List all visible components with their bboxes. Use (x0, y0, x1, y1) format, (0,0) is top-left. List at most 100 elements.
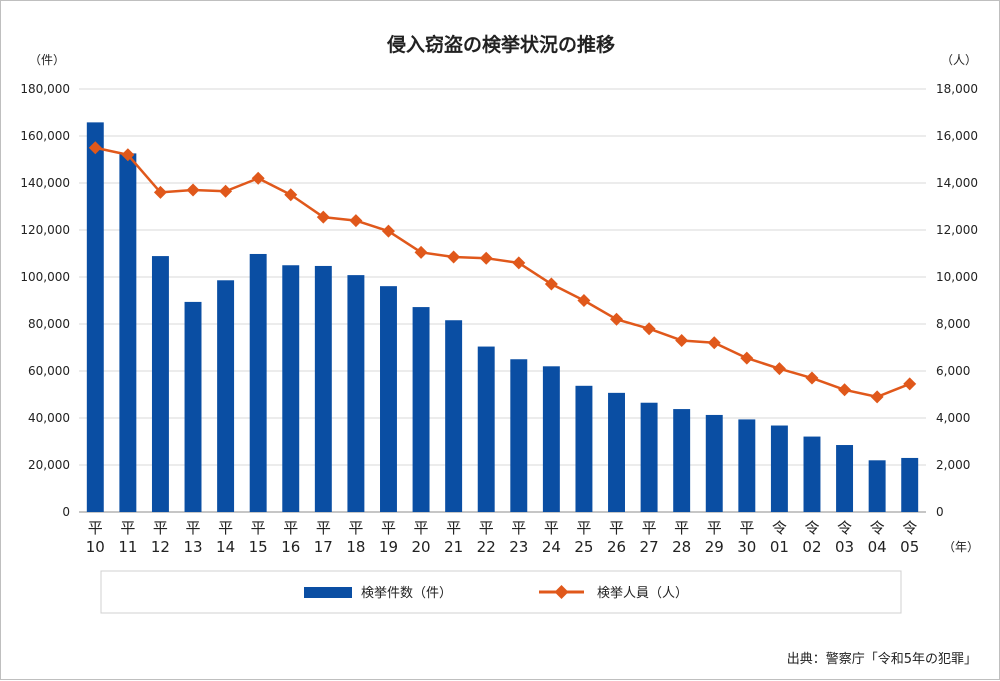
bar (705, 414, 723, 512)
right-tick-label: 14,000 (936, 176, 978, 190)
line-point (479, 251, 493, 265)
category-label-era: 平 (283, 519, 298, 537)
category-label-era: 令 (772, 519, 787, 537)
category-label-year: 30 (737, 538, 756, 556)
category-label-year: 02 (802, 538, 821, 556)
legend-line-label: 検挙人員（人） (597, 586, 688, 601)
category-label-year: 15 (249, 538, 268, 556)
line-point (381, 224, 395, 238)
line-point (186, 183, 200, 197)
category-label-era: 平 (739, 519, 754, 537)
category-label-year: 27 (640, 538, 659, 556)
line-point (447, 250, 461, 264)
category-label-era: 平 (707, 519, 722, 537)
bar (151, 256, 169, 512)
bar (608, 392, 625, 512)
line-point (219, 184, 233, 198)
category-label-year: 12 (151, 538, 170, 556)
legend-bar-label: 検挙件数（件） (361, 586, 452, 601)
right-tick-label: 4,000 (936, 411, 970, 425)
category-label-year: 05 (900, 538, 919, 556)
bar (673, 409, 691, 512)
category-label-year: 23 (509, 538, 528, 556)
line-point (642, 322, 656, 336)
left-tick-label: 60,000 (28, 364, 70, 378)
right-tick-label: 2,000 (936, 458, 970, 472)
category-label-era: 平 (316, 519, 331, 537)
line-point (805, 371, 819, 385)
category-label-year: 14 (216, 538, 235, 556)
category-label-era: 令 (870, 519, 885, 537)
left-tick-label: 180,000 (20, 82, 70, 96)
category-label-era: 平 (674, 519, 689, 537)
bar (803, 436, 821, 512)
right-tick-label: 8,000 (936, 317, 970, 331)
category-label-year: 26 (607, 538, 626, 556)
left-axis-unit: （件） (29, 53, 65, 67)
legend-box (100, 570, 902, 614)
line-point (903, 377, 917, 391)
bar (770, 425, 788, 512)
legend-line-marker (554, 585, 569, 599)
category-label-year: 13 (183, 538, 202, 556)
line-point (707, 336, 721, 350)
right-tick-label: 12,000 (936, 223, 978, 237)
bar-series-count (86, 122, 919, 513)
line-point (251, 171, 265, 185)
right-axis-unit: （人） (941, 53, 977, 67)
x-axis-unit: （年） (943, 540, 979, 554)
category-label-era: 平 (479, 519, 494, 537)
line-point (153, 185, 167, 199)
left-tick-label: 120,000 (20, 223, 70, 237)
left-axis-ticks: 0 20,000 40,000 60,000 80,000 100,000 120,000 1… (20, 82, 70, 519)
line-point (740, 351, 754, 365)
category-label-era: 平 (218, 519, 233, 537)
bar (249, 253, 267, 512)
bar (445, 320, 463, 512)
category-label-era: 平 (544, 519, 559, 537)
line-point (544, 277, 558, 291)
bar (217, 280, 235, 512)
category-label-year: 22 (477, 538, 496, 556)
right-axis-ticks: 0 2,000 4,000 6,000 8,000 10,000 12,000 14,000 1… (936, 82, 978, 519)
bar (380, 286, 397, 512)
category-label-year: 28 (672, 538, 691, 556)
category-label-era: 平 (414, 519, 429, 537)
category-label-year: 11 (118, 538, 137, 556)
category-label-era: 平 (446, 519, 461, 537)
bar (347, 275, 365, 512)
line-point (838, 383, 852, 397)
category-label-era: 平 (576, 519, 591, 537)
category-label-year: 16 (281, 538, 300, 556)
bar (575, 385, 593, 512)
left-tick-label: 160,000 (20, 129, 70, 143)
bar (510, 359, 528, 512)
right-tick-label: 6,000 (936, 364, 970, 378)
left-tick-label: 40,000 (28, 411, 70, 425)
bar (738, 419, 756, 512)
line-point (121, 148, 135, 162)
category-label-year: 21 (444, 538, 463, 556)
category-label-era: 令 (804, 519, 819, 537)
line-point (88, 141, 102, 155)
category-label-era: 平 (186, 519, 201, 537)
line-point (316, 210, 330, 224)
category-label-era: 平 (511, 519, 526, 537)
category-label-era: 平 (609, 519, 624, 537)
bar (542, 366, 560, 512)
left-tick-label: 140,000 (20, 176, 70, 190)
category-label-era: 平 (642, 519, 657, 537)
category-label-year: 25 (574, 538, 593, 556)
category-label-year: 01 (770, 538, 789, 556)
line-point (772, 362, 786, 376)
category-label-era: 平 (120, 519, 135, 537)
category-label-era: 平 (348, 519, 363, 537)
bar (640, 402, 658, 512)
left-tick-label: 80,000 (28, 317, 70, 331)
bar (477, 346, 495, 512)
gridlines (79, 88, 926, 513)
bar (836, 445, 854, 512)
line-point (512, 256, 526, 270)
line-point (675, 333, 689, 347)
